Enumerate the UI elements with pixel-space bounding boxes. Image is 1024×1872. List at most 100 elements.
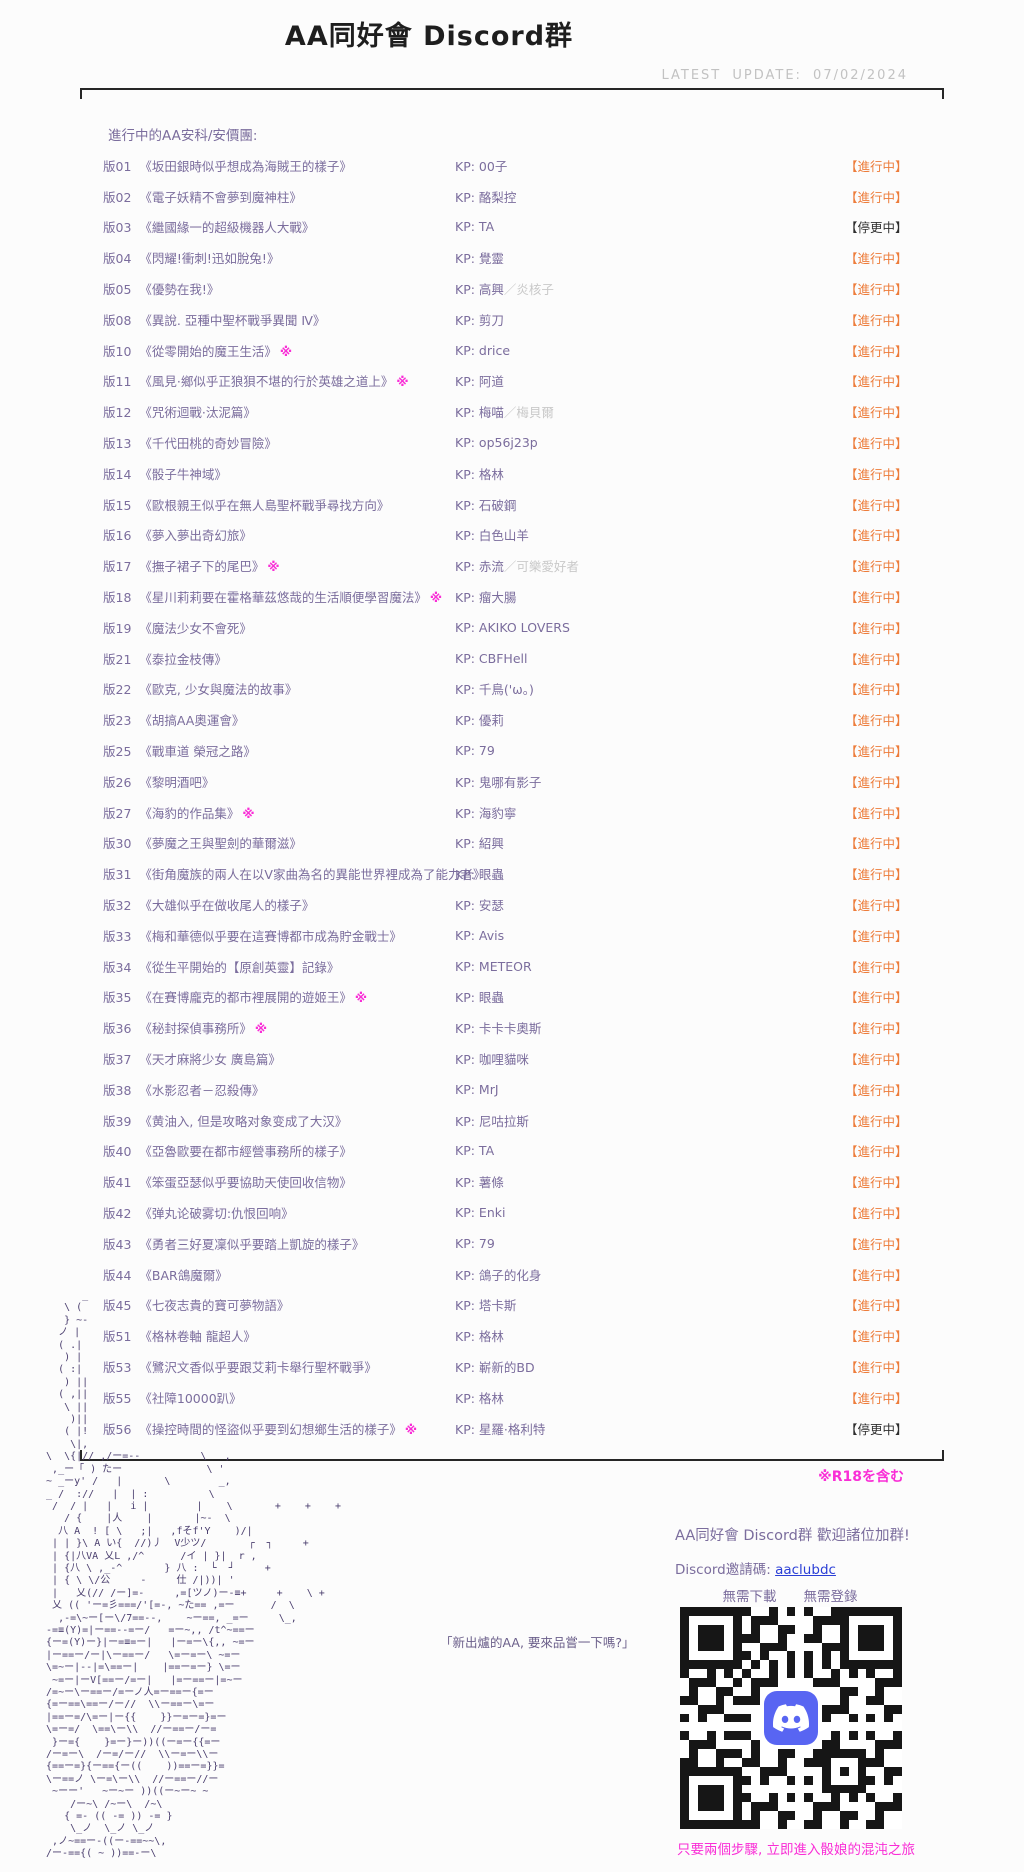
- row-title: 《從生平開始的【原創英靈】記錄》: [139, 959, 340, 975]
- row-number: 版41: [103, 1175, 132, 1191]
- row-number: 版32: [103, 898, 132, 914]
- row-title-cell: 版32 《大雄似乎在做收尾人的樣子》: [103, 895, 455, 914]
- row-number: 版26: [103, 774, 132, 790]
- kp-name: KP: Enki: [455, 1204, 506, 1220]
- status-badge: 【停更中】: [845, 220, 908, 236]
- row-title-cell: 版25 《戰車道 榮冠之路》: [103, 741, 455, 760]
- row-title-cell: 版30 《夢魔之王與聖劍的華爾滋》: [103, 833, 455, 852]
- row-title-cell: 版10 《從零開始的魔王生活》 ※: [103, 341, 455, 360]
- status-badge: 【進行中】: [845, 1267, 908, 1283]
- kp-name: KP: 赤流: [455, 559, 504, 575]
- kp-name: KP: 79: [455, 1235, 495, 1251]
- status-badge: 【進行中】: [845, 990, 908, 1006]
- row-title-cell: 版08 《異說. 亞種中聖杯戰爭異聞 Ⅳ》: [103, 310, 455, 329]
- row-number: 版36: [103, 1021, 132, 1037]
- kp-name: KP: 瘤大腸: [455, 590, 517, 606]
- table-row: 版25 《戰車道 榮冠之路》 KP: 79 【進行中】: [103, 735, 1021, 766]
- row-number: 版35: [103, 990, 132, 1006]
- row-kp: KP: 薯條: [455, 1172, 845, 1191]
- r18-mark: ※: [429, 590, 443, 606]
- row-kp: KP: 格林: [455, 1326, 845, 1345]
- status-badge: 【進行中】: [845, 1082, 908, 1098]
- row-title-cell: 版43 《勇者三好夏凜似乎要踏上凱旋的樣子》: [103, 1234, 455, 1253]
- row-number: 版08: [103, 312, 132, 328]
- table-row: 版32 《大雄似乎在做收尾人的樣子》 KP: 安瑟 【進行中】: [103, 889, 1021, 920]
- status-badge: 【進行中】: [845, 1021, 908, 1037]
- table-row: 版42 《弹丸论破雾切:仇恨回响》 KP: Enki 【進行中】: [103, 1197, 1021, 1228]
- row-number: 版14: [103, 466, 132, 482]
- status-badge: 【進行中】: [845, 928, 908, 944]
- row-kp: KP: 咖哩貓咪: [455, 1049, 845, 1068]
- table-row: 版27 《海豹的作品集》 ※ KP: 海豹寧 【進行中】: [103, 797, 1021, 828]
- row-kp: KP: CBFHell: [455, 651, 845, 666]
- row-number: 版12: [103, 405, 132, 421]
- row-title: 《七夜志貴的寶可夢物語》: [139, 1298, 290, 1314]
- row-number: 版16: [103, 528, 132, 544]
- row-title: 《電子妖精不會夢到魔神柱》: [139, 189, 302, 205]
- table-row: 版02 《電子妖精不會夢到魔神柱》 KP: 酪梨控 【進行中】: [103, 181, 1021, 212]
- row-title-cell: 版04 《閃耀!衝刺!迅如脫兔!》: [103, 248, 455, 267]
- invite-code-link[interactable]: aaclubdc: [775, 1562, 836, 1578]
- kp-name: KP: 高興: [455, 282, 504, 298]
- r18-mark: ※: [279, 343, 293, 359]
- row-number: 版22: [103, 682, 132, 698]
- row-number: 版25: [103, 744, 132, 760]
- r18-mark: ※: [404, 1421, 418, 1437]
- table-row: 版45 《七夜志貴的寶可夢物語》 KP: 塔卡斯 【進行中】: [103, 1289, 1021, 1320]
- table-row: 版53 《鷺沢文香似乎要跟艾莉卡舉行聖杯戰爭》 KP: 嶄新的BD 【進行中】: [103, 1351, 1021, 1382]
- table-row: 版56 《操控時間的怪盜似乎要到幻想鄉生活的樣子》 ※ KP: 星羅·格利特 【停更…: [103, 1413, 1021, 1444]
- table-row: 版14 《骰子牛神域》 KP: 格林 【進行中】: [103, 458, 1021, 489]
- status-badge: 【進行中】: [845, 497, 908, 513]
- kp-name: KP: 79: [455, 743, 495, 759]
- status-badge: 【進行中】: [845, 282, 908, 298]
- row-title: 《格林卷軸 龍超人》: [139, 1329, 256, 1345]
- row-title-cell: 版36 《秘封探偵事務所》 ※: [103, 1018, 455, 1037]
- row-title-cell: 版40 《亞魯歐要在都市經營事務所的樣子》: [103, 1141, 455, 1160]
- latest-update-label: LATEST UPDATE: 07/02/2024: [661, 68, 908, 83]
- kp-name: KP: 白色山羊: [455, 528, 529, 544]
- table-row: 版12 《咒術迴戰·汰泥篇》 KP: 梅喵／梅貝爾 【進行中】: [103, 396, 1021, 427]
- row-number: 版15: [103, 497, 132, 513]
- row-title: 《撫子裙子下的尾巴》: [139, 559, 265, 575]
- r18-mark: ※: [254, 1021, 268, 1037]
- table-row: 版21 《泰拉金枝傳》 KP: CBFHell 【進行中】: [103, 643, 1021, 674]
- row-kp: KP: 星羅·格利特: [455, 1419, 845, 1438]
- row-number: 版18: [103, 590, 132, 606]
- kp-name: KP: 紹興: [455, 836, 504, 852]
- kp-name: KP: 優莉: [455, 713, 504, 729]
- invite-label: Discord邀請碼:: [675, 1562, 776, 1578]
- kp-name: KP: 安瑟: [455, 898, 504, 914]
- kp-name: KP: drice: [455, 342, 511, 358]
- row-kp: KP: 千鳥('ω。): [455, 679, 845, 698]
- r18-note: ※R18を含む: [818, 1469, 904, 1485]
- row-kp: KP: 剪刀: [455, 310, 845, 329]
- row-title-cell: 版11 《風見·鄉似乎正狼狽不堪的行於英雄之道上》 ※: [103, 371, 455, 390]
- row-title-cell: 版33 《梅和華德似乎要在這賽博都市成為貯金戰士》: [103, 926, 455, 945]
- row-kp: KP: 眼蟲: [455, 987, 845, 1006]
- row-kp: KP: 瘤大腸: [455, 587, 845, 606]
- row-number: 版45: [103, 1298, 132, 1314]
- status-badge: 【進行中】: [845, 528, 908, 544]
- kp-name: KP: 格林: [455, 1390, 504, 1406]
- row-kp: KP: 塔卡斯: [455, 1295, 845, 1314]
- row-number: 版04: [103, 251, 132, 267]
- row-number: 版23: [103, 713, 132, 729]
- page-title: AA同好會 Discord群: [284, 21, 574, 52]
- r18-mark: ※: [267, 559, 280, 575]
- status-badge: 【停更中】: [845, 1421, 908, 1437]
- qr-pattern: [680, 1607, 902, 1829]
- row-title-cell: 版31 《街角魔族的兩人在以V家曲為名的異能世界裡成為了能力者》: [103, 864, 485, 883]
- status-badge: 【進行中】: [845, 405, 908, 421]
- row-number: 版38: [103, 1082, 132, 1098]
- kp-name: KP: 尼咕拉斯: [455, 1113, 529, 1129]
- row-title: 《社障10000趴》: [139, 1390, 242, 1406]
- row-number: 版44: [103, 1267, 132, 1283]
- status-badge: 【進行中】: [845, 1359, 908, 1375]
- kp-name: KP: 塔卡斯: [455, 1298, 517, 1314]
- frame-bottom-line: [80, 1450, 944, 1461]
- row-kp: KP: op56j23p: [455, 435, 845, 450]
- row-number: 版34: [103, 959, 132, 975]
- row-title: 《BAR鴿魔爾》: [139, 1267, 228, 1283]
- status-badge: 【進行中】: [845, 713, 908, 729]
